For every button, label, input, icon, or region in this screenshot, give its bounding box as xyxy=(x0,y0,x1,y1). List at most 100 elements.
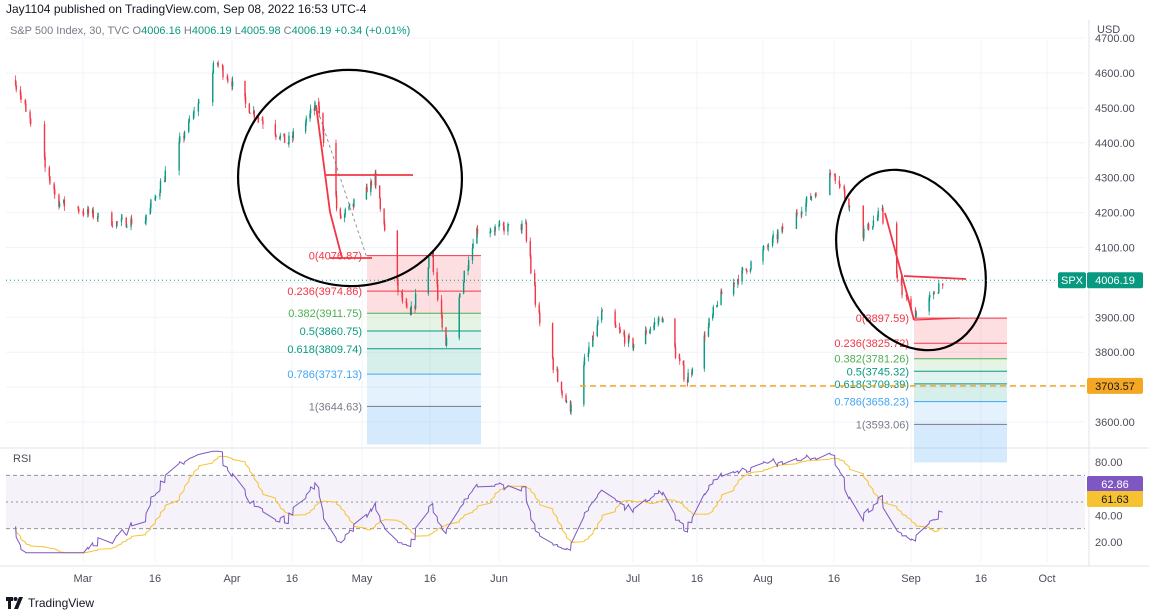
rsi-value-tag-bg xyxy=(1087,476,1143,492)
candle-body xyxy=(628,335,630,339)
candle-body xyxy=(872,220,875,227)
trend-line xyxy=(884,212,915,321)
change-value: +0.34 (+0.01%) xyxy=(334,25,411,37)
candle-body xyxy=(378,185,381,199)
candle-body xyxy=(848,205,851,208)
candle-body xyxy=(78,208,80,213)
last-price-tag[interactable]: 4006.19 xyxy=(1087,272,1143,289)
candle-body xyxy=(441,314,443,328)
candle-body xyxy=(365,186,368,200)
candle-body xyxy=(583,357,586,365)
y-tick-label: 4600.00 xyxy=(1095,68,1135,80)
candle-body xyxy=(815,194,817,196)
candle-body xyxy=(915,311,917,318)
candle-body xyxy=(275,134,277,138)
candle-body xyxy=(396,230,399,282)
rsi-ma-value-tag[interactable]: 61.63 xyxy=(1087,491,1143,507)
candle-body xyxy=(111,213,113,226)
candle-body xyxy=(942,283,944,286)
publisher-line: Jay1104 published on TradingView.com, Se… xyxy=(6,2,367,16)
candle-body xyxy=(397,281,399,293)
currency-label: USD xyxy=(1097,24,1120,36)
rsi-tick-label: 40.00 xyxy=(1095,510,1123,522)
candle-body xyxy=(687,372,689,383)
x-tick-label: 16 xyxy=(424,573,436,585)
candle-body xyxy=(192,112,195,119)
candle-body xyxy=(309,108,312,114)
candle-body xyxy=(43,124,46,157)
candle-body xyxy=(335,195,338,209)
candle-body xyxy=(749,269,752,272)
x-tick-label: 16 xyxy=(149,573,161,585)
candle-body xyxy=(834,174,836,181)
rsi-value-tag[interactable]: 62.86 xyxy=(1087,476,1143,492)
candle-body xyxy=(410,305,412,315)
candle-body xyxy=(490,230,492,232)
candle-body xyxy=(632,338,634,349)
candle-body xyxy=(570,404,572,413)
candle-body xyxy=(58,202,61,207)
candle-body xyxy=(58,194,60,207)
candle-body xyxy=(348,206,350,210)
candle-body xyxy=(619,329,621,333)
candle-body xyxy=(344,209,346,214)
candle-body xyxy=(498,225,500,227)
fib-zone xyxy=(914,383,1007,402)
level-tag[interactable]: 3703.57 xyxy=(1087,377,1143,394)
fib-level-label: 1(3593.06) xyxy=(856,419,909,431)
candle-body xyxy=(645,330,647,334)
candle-body xyxy=(317,102,320,107)
candle-body xyxy=(498,223,501,226)
fib-zone xyxy=(367,313,481,331)
candle-body xyxy=(662,318,664,322)
candle-body xyxy=(222,66,224,78)
candle-body xyxy=(494,226,496,232)
candle-body xyxy=(145,214,147,221)
candle-body xyxy=(322,113,324,131)
fib-zone xyxy=(914,358,1007,372)
candle-body xyxy=(144,220,147,224)
fib-zone xyxy=(367,291,481,314)
candle-body xyxy=(467,260,470,270)
trend-line xyxy=(329,211,343,259)
candle-body xyxy=(682,361,685,365)
fib-zone xyxy=(367,330,481,349)
candle-body xyxy=(462,282,465,294)
fib-level-label: 0.786(3658.23) xyxy=(834,397,909,409)
symbol-legend[interactable]: S&P 500 Index, 30, TVC O4006.16 H4006.19… xyxy=(10,25,410,37)
fib-level-label: 1(3644.63) xyxy=(309,401,362,413)
trend-line xyxy=(913,317,961,321)
candle-body xyxy=(565,400,568,403)
candle-body xyxy=(353,199,355,207)
x-tick-label: 16 xyxy=(828,573,840,585)
candle-body xyxy=(87,208,90,214)
candles xyxy=(14,60,944,415)
candle-body xyxy=(401,292,403,294)
candle-body xyxy=(427,267,429,294)
y-tick-label: 4200.00 xyxy=(1095,208,1135,220)
candle-body xyxy=(126,226,128,228)
candle-body xyxy=(304,122,307,132)
candle-body xyxy=(839,184,841,186)
candle-body xyxy=(877,210,879,218)
candle-body xyxy=(197,103,200,112)
candle-body xyxy=(212,63,215,74)
candle-body xyxy=(732,282,735,295)
candle-body xyxy=(614,311,616,325)
candle-body xyxy=(838,180,841,185)
candle-body xyxy=(762,245,765,250)
candle-body xyxy=(262,120,264,125)
candle-body xyxy=(644,330,647,344)
candle-body xyxy=(96,217,99,219)
candle-body xyxy=(261,118,264,121)
candle-body xyxy=(406,302,408,308)
candle-body xyxy=(762,249,764,262)
tradingview-logo[interactable]: TradingView xyxy=(6,596,94,610)
candle-body xyxy=(814,194,817,197)
candle-body xyxy=(463,270,465,283)
open-value: 4006.16 xyxy=(141,25,181,37)
candle-body xyxy=(534,284,537,305)
candle-body xyxy=(882,208,884,224)
candle-body xyxy=(111,225,114,227)
